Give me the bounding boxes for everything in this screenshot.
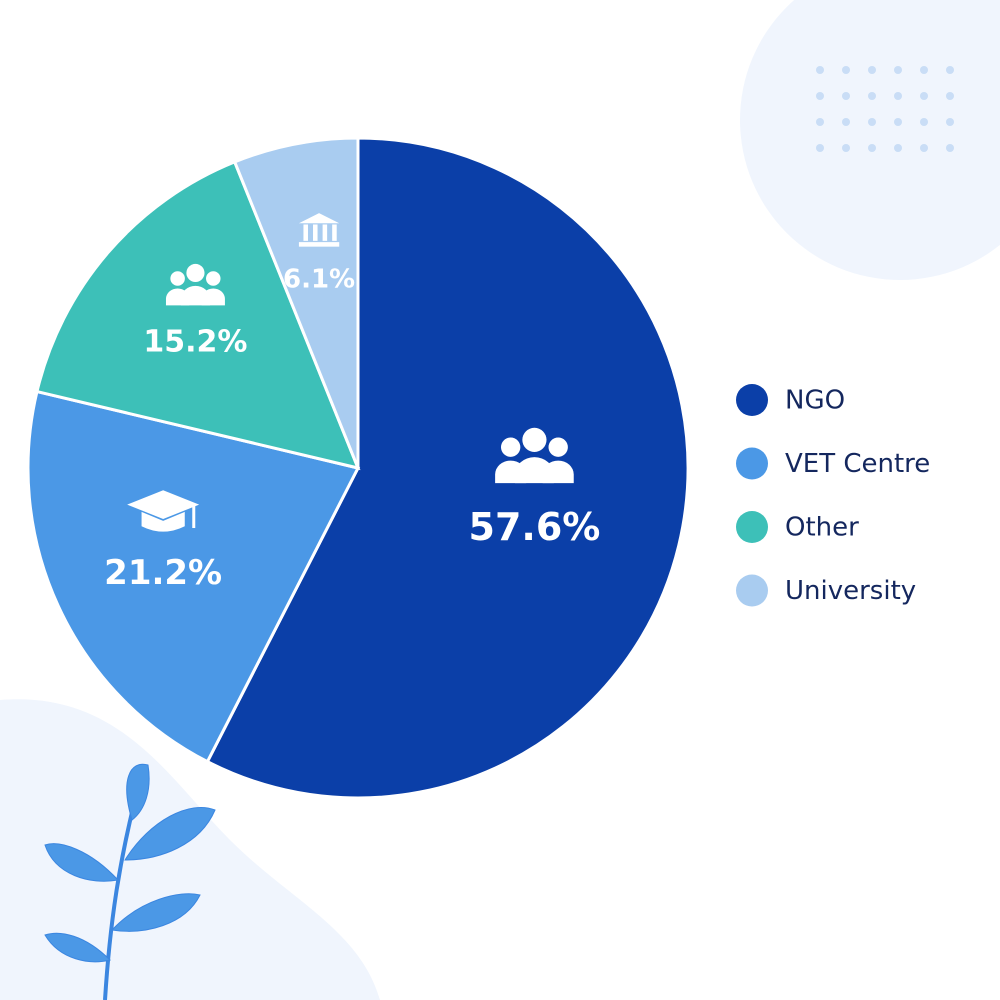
legend-label: NGO	[785, 386, 845, 416]
value-label: 57.6%	[469, 505, 601, 549]
icon	[313, 224, 318, 241]
legend-label: University	[785, 576, 916, 606]
icon	[298, 242, 340, 247]
value-label: 15.2%	[143, 325, 247, 360]
icon	[180, 285, 211, 306]
legend: NGO VET Centre Other University	[736, 384, 930, 607]
legend-label: Other	[785, 513, 859, 543]
icon	[322, 224, 328, 241]
legend-marker	[736, 511, 768, 543]
legend-label: VET Centre	[785, 449, 930, 479]
pie: 57.6% 21.2% 15.2% 6.1%	[26, 136, 690, 800]
icon	[170, 271, 185, 286]
icon	[514, 457, 554, 484]
icon	[141, 511, 185, 532]
icon	[127, 490, 200, 520]
icon	[332, 224, 337, 241]
icon	[186, 263, 205, 283]
icon	[298, 213, 340, 224]
value-label: 6.1%	[283, 265, 355, 295]
icon	[303, 224, 308, 241]
legend-marker	[736, 447, 768, 480]
legend-marker	[736, 384, 768, 416]
icon	[500, 437, 521, 457]
icon	[522, 427, 547, 452]
icon	[548, 437, 568, 457]
icon	[206, 271, 221, 286]
pie-slice	[205, 136, 690, 800]
legend-marker	[736, 574, 768, 607]
value-label: 21.2%	[104, 553, 222, 593]
pie-slice	[35, 159, 361, 471]
pie-slice	[26, 389, 361, 764]
